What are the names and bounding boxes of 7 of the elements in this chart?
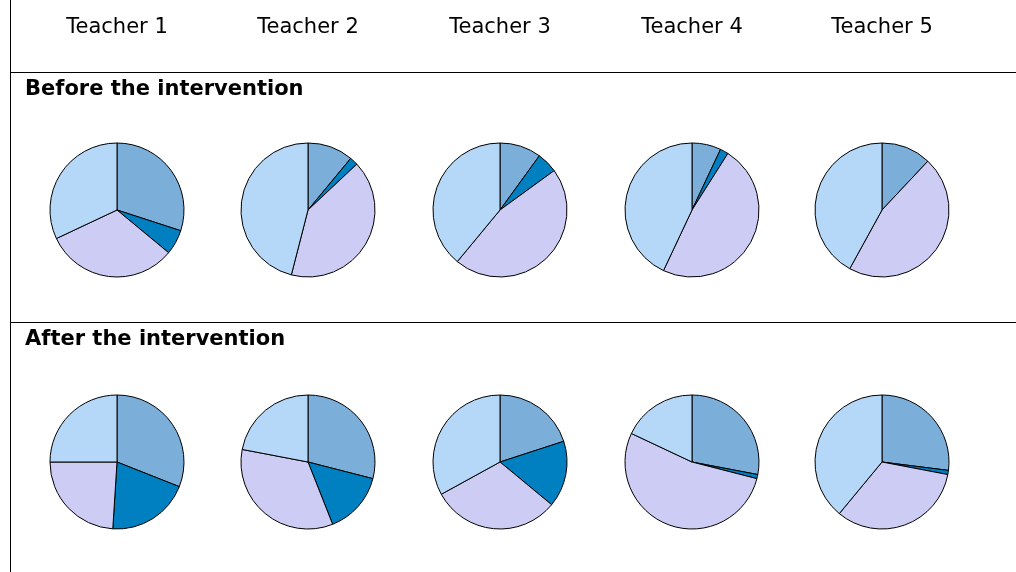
- text: Before the intervention: [25, 76, 304, 100]
- chart-title: Teacher 1: [65, 13, 168, 38]
- chart-title: Teacher 2: [256, 13, 359, 38]
- chart-title: Teacher 3: [448, 13, 551, 38]
- chart-title: Teacher 5: [830, 13, 933, 38]
- text: After the intervention: [25, 326, 286, 350]
- chart-title: Teacher 4: [640, 13, 743, 38]
